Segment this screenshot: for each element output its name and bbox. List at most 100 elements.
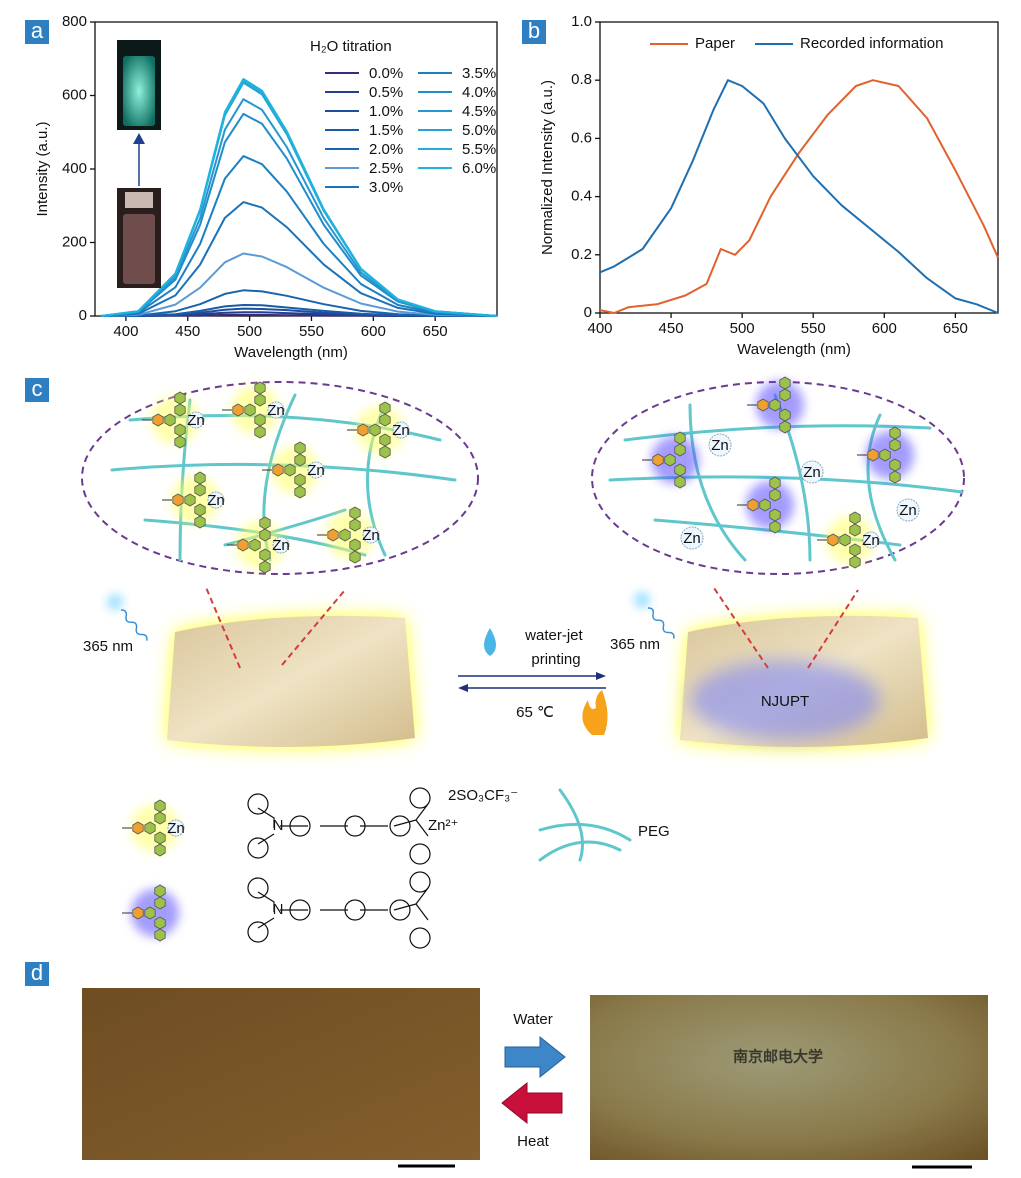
- plot-frame: [599, 21, 999, 314]
- zn-badge: [708, 433, 732, 457]
- metal-label: Zn²⁺: [428, 817, 458, 834]
- hexagon: [294, 473, 306, 487]
- hexagon: [349, 518, 361, 532]
- zn-badge: [362, 526, 380, 544]
- y-tick-label: 800: [62, 13, 87, 30]
- legend-title: H₂O titration: [310, 38, 392, 55]
- y-tick-label: 0.8: [571, 71, 592, 88]
- vial-glow: [123, 56, 155, 126]
- atom-label: N: [273, 901, 284, 918]
- y-tick-label: 0: [584, 304, 592, 321]
- zoom-ellipse: [591, 381, 965, 575]
- hexagon: [369, 423, 381, 437]
- hexagon: [194, 515, 206, 529]
- zn-label: Zn: [187, 412, 205, 429]
- hexagon: [184, 493, 196, 507]
- hexagon: [254, 413, 266, 427]
- peg-fiber: [558, 788, 584, 862]
- series-line: [599, 79, 999, 314]
- hexagon: [779, 420, 791, 434]
- zn-label: Zn: [392, 422, 410, 439]
- peg-fiber: [538, 840, 622, 862]
- hexagon: [349, 550, 361, 564]
- zn-label: Zn: [362, 527, 380, 544]
- hexagon: [154, 884, 166, 898]
- panel-tag: b: [528, 18, 540, 43]
- hexagon: [379, 401, 391, 415]
- hexagon: [339, 528, 351, 542]
- counter-ion: 2SO₃CF₃⁻: [448, 787, 518, 804]
- zn-label: Zn: [711, 437, 729, 454]
- excitation-label: 365 nm: [83, 638, 133, 655]
- hexagon: [779, 376, 791, 390]
- hexagon: [757, 398, 769, 412]
- y-tick-label: 200: [62, 233, 87, 250]
- hexagon: [779, 408, 791, 422]
- ring: [409, 927, 431, 949]
- x-axis-label: Wavelength (nm): [737, 341, 851, 358]
- hexagon: [144, 821, 156, 835]
- hexagon: [259, 560, 271, 574]
- zn-badge: [307, 461, 325, 479]
- hexagon: [674, 443, 686, 457]
- hexagon: [174, 435, 186, 449]
- hexagon: [294, 485, 306, 499]
- hexagon: [154, 916, 166, 930]
- legend-label: 0.0%: [369, 65, 403, 82]
- panel-tag-box: [522, 20, 546, 44]
- y-axis-label: Normalized Intensity (a.u.): [539, 80, 556, 255]
- hexagon: [779, 388, 791, 402]
- atom-label: N: [273, 817, 284, 834]
- arrow-head: [458, 684, 468, 692]
- hexagon: [174, 391, 186, 405]
- hexagon: [769, 520, 781, 534]
- x-tick-label: 650: [423, 323, 448, 340]
- hexagon: [154, 811, 166, 825]
- hexagon: [144, 906, 156, 920]
- ring: [409, 843, 431, 865]
- vial-cap: [125, 192, 153, 208]
- zoom-ellipse: [81, 381, 479, 575]
- hexagon: [259, 548, 271, 562]
- hexagon: [379, 445, 391, 459]
- x-tick-label: 400: [587, 320, 612, 337]
- forward-label: Water: [513, 1011, 552, 1028]
- zoom-line: [711, 584, 769, 669]
- photo-after: [590, 995, 988, 1160]
- zn-badge: [167, 819, 185, 837]
- excitation-label: 365 nm: [610, 636, 660, 653]
- peg-label: PEG: [638, 823, 670, 840]
- x-tick-label: 500: [237, 323, 262, 340]
- series-line: [101, 98, 498, 317]
- ring: [389, 899, 411, 921]
- hexagon: [132, 821, 144, 835]
- print-glow: [690, 660, 880, 740]
- y-tick-label: 0: [79, 307, 87, 324]
- hexagon: [174, 423, 186, 437]
- series-line: [101, 155, 498, 317]
- y-tick-label: 400: [62, 160, 87, 177]
- uv-wave: [120, 609, 148, 641]
- x-tick-label: 400: [113, 323, 138, 340]
- legend-label: Recorded information: [800, 35, 943, 52]
- series-line: [101, 201, 498, 317]
- hexagon: [839, 533, 851, 547]
- hexagon: [154, 843, 166, 857]
- hexagon: [249, 538, 261, 552]
- hexagon: [867, 448, 879, 462]
- legend-label: 1.0%: [369, 103, 403, 120]
- zn-badge: [862, 531, 880, 549]
- hexagon: [259, 528, 271, 542]
- zn-label: Zn: [267, 402, 285, 419]
- hexagon: [284, 463, 296, 477]
- hexagon: [194, 471, 206, 485]
- zn-badge: [800, 460, 824, 484]
- hexagon: [674, 431, 686, 445]
- hexagon: [244, 403, 256, 417]
- zn-label: Zn: [272, 537, 290, 554]
- peg-fiber: [688, 403, 747, 562]
- ring: [409, 787, 431, 809]
- ring: [247, 877, 269, 899]
- flame: [582, 690, 608, 735]
